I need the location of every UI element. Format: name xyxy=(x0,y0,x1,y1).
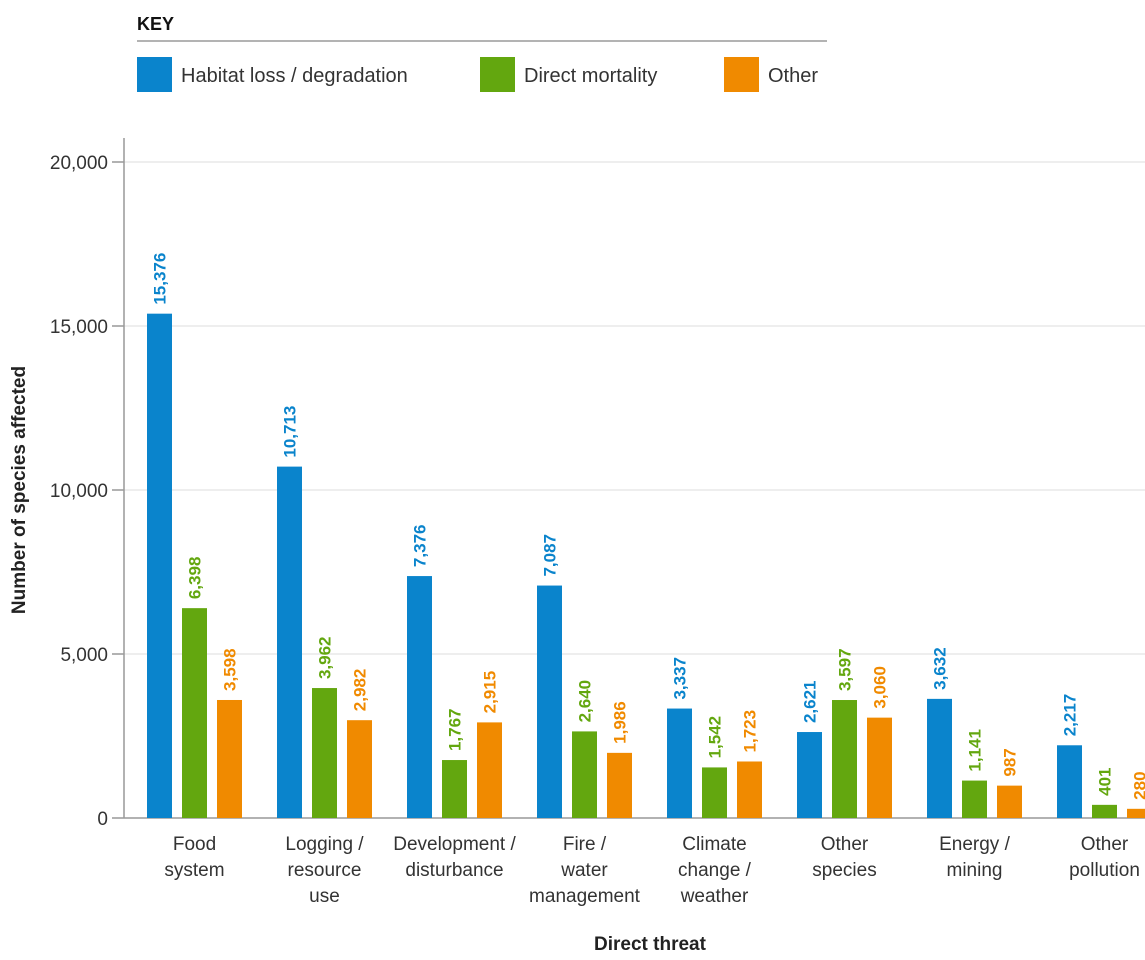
bar xyxy=(962,780,987,818)
x-axis-categories: Food system Logging / resource use Developmen… xyxy=(164,834,1139,907)
data-label: 6,398 xyxy=(186,557,205,600)
data-label: 3,060 xyxy=(871,666,890,709)
data-label: 2,621 xyxy=(801,680,820,723)
data-label: 3,962 xyxy=(316,636,335,679)
bar xyxy=(997,785,1022,818)
bar xyxy=(312,688,337,818)
x-category-label: Climate change / weather xyxy=(678,834,752,907)
bar xyxy=(797,732,822,818)
data-label: 1,542 xyxy=(706,716,725,759)
data-label: 3,337 xyxy=(671,657,690,700)
data-label: 10,713 xyxy=(281,406,300,458)
legend: KEY Habitat loss / degradation Direct mor… xyxy=(137,14,827,92)
data-label: 2,915 xyxy=(481,671,500,714)
data-label: 7,376 xyxy=(411,525,430,568)
x-category-label: Other pollution xyxy=(1069,834,1140,881)
bars: 15,376 6,398 3,598 10,713 3,962 2,982 7,376 1,7… xyxy=(147,253,1145,818)
data-label: 1,767 xyxy=(446,708,465,751)
bar xyxy=(477,722,502,818)
bar xyxy=(702,767,727,818)
legend-swatch-0 xyxy=(137,57,172,92)
data-label: 280 xyxy=(1131,771,1145,799)
data-label: 3,632 xyxy=(931,647,950,690)
data-label: 15,376 xyxy=(151,253,170,305)
bar xyxy=(832,700,857,818)
bar xyxy=(1092,804,1117,818)
bar xyxy=(927,698,952,818)
bar xyxy=(537,585,562,818)
legend-label-1: Direct mortality xyxy=(524,65,657,87)
data-label: 1,141 xyxy=(966,729,985,772)
bar xyxy=(407,576,432,818)
bar xyxy=(147,313,172,818)
y-tick-label: 20,000 xyxy=(50,153,108,174)
bar xyxy=(737,761,762,818)
data-label: 987 xyxy=(1001,748,1020,776)
x-axis-title: Direct threat xyxy=(594,934,707,955)
data-label: 1,723 xyxy=(741,710,760,753)
bar xyxy=(1127,808,1145,818)
bar xyxy=(667,708,692,818)
bar xyxy=(442,760,467,818)
bar xyxy=(607,752,632,818)
y-tick-label: 0 xyxy=(97,809,108,830)
data-label: 2,640 xyxy=(576,680,595,723)
bar xyxy=(182,608,207,818)
bar xyxy=(217,699,242,818)
y-tick-label: 5,000 xyxy=(60,645,108,666)
bar xyxy=(1057,745,1082,818)
bar xyxy=(867,717,892,818)
bar xyxy=(572,731,597,818)
x-category-label: Logging / resource use xyxy=(285,834,364,907)
x-category-label: Development / disturbance xyxy=(393,834,516,881)
x-category-label: Fire / water management xyxy=(529,834,641,907)
data-label: 1,986 xyxy=(611,701,630,744)
data-label: 401 xyxy=(1096,767,1115,795)
data-label: 7,087 xyxy=(541,534,560,577)
legend-label-2: Other xyxy=(768,65,818,87)
y-axis-title: Number of species affected xyxy=(9,366,30,614)
x-category-label: Energy / mining xyxy=(939,834,1010,881)
bar xyxy=(347,720,372,818)
x-category-label: Food system xyxy=(164,834,224,881)
y-tick-label: 15,000 xyxy=(50,317,108,338)
legend-swatch-1 xyxy=(480,57,515,92)
y-tick-label: 10,000 xyxy=(50,481,108,502)
legend-swatch-2 xyxy=(724,57,759,92)
bar xyxy=(277,466,302,818)
y-axis: 0 5,000 10,000 15,000 20,000 xyxy=(50,138,1145,830)
legend-label-0: Habitat loss / degradation xyxy=(181,65,408,87)
legend-title: KEY xyxy=(137,14,174,34)
data-label: 2,217 xyxy=(1061,694,1080,737)
data-label: 2,982 xyxy=(351,669,370,712)
data-label: 3,597 xyxy=(836,648,855,691)
x-category-label: Other species xyxy=(812,834,876,881)
data-label: 3,598 xyxy=(221,648,240,691)
